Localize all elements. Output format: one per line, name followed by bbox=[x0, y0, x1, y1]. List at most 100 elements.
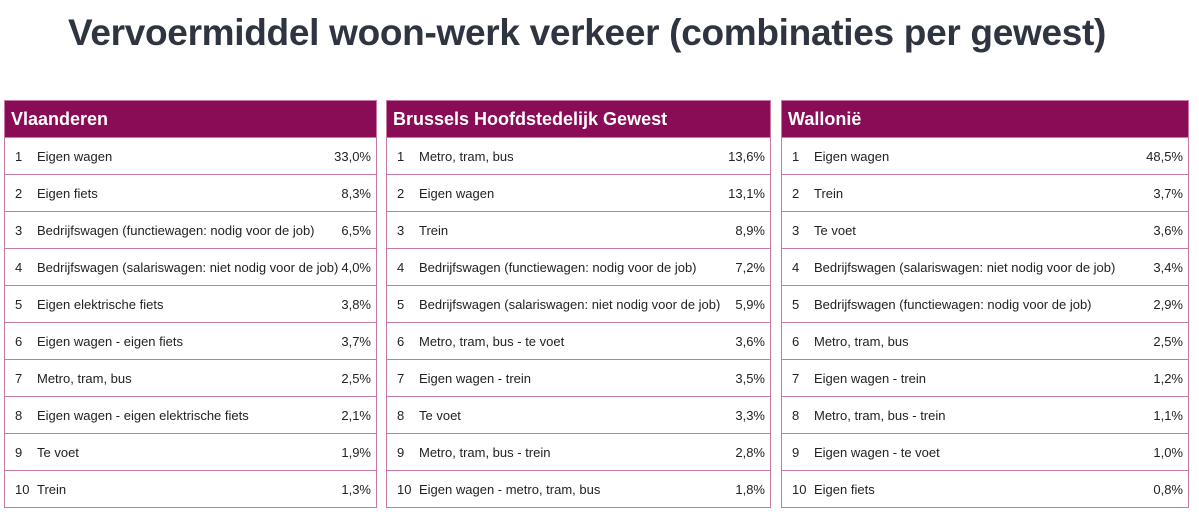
transport-mode: Eigen fiets bbox=[814, 481, 875, 497]
transport-mode: Metro, tram, bus - trein bbox=[814, 407, 946, 423]
rank: 2 bbox=[397, 185, 405, 201]
table-header: Brussels Hoofdstedelijk Gewest bbox=[387, 101, 770, 137]
rank: 7 bbox=[15, 370, 23, 386]
table-vlaanderen: Vlaanderen 1 Eigen wagen 33,0% 2 Eigen f… bbox=[4, 100, 377, 508]
rank: 3 bbox=[792, 222, 800, 238]
transport-mode: Eigen elektrische fiets bbox=[37, 296, 164, 312]
transport-mode: Te voet bbox=[37, 444, 79, 460]
rank: 2 bbox=[15, 185, 23, 201]
rank: 8 bbox=[397, 407, 405, 423]
table-row: 8 Eigen wagen - eigen elektrische fiets … bbox=[5, 396, 376, 433]
transport-mode: Metro, tram, bus - trein bbox=[419, 444, 551, 460]
table-row: 2 Eigen wagen 13,1% bbox=[387, 174, 770, 211]
transport-mode: Eigen wagen - trein bbox=[814, 370, 927, 386]
percentage: 2,5% bbox=[1153, 333, 1183, 349]
table-row: 3 Bedrijfswagen (functiewagen: nodig voo… bbox=[5, 211, 376, 248]
transport-mode: Bedrijfswagen (functiewagen: nodig voor … bbox=[419, 259, 697, 275]
transport-mode: Eigen wagen - eigen fiets bbox=[37, 333, 183, 349]
percentage: 33,0% bbox=[334, 148, 371, 164]
rank: 1 bbox=[397, 148, 405, 164]
transport-mode: Bedrijfswagen (salariswagen: niet nodig … bbox=[419, 296, 721, 312]
rank: 5 bbox=[792, 296, 800, 312]
table-row: 7 Metro, tram, bus 2,5% bbox=[5, 359, 376, 396]
table-header: Wallonië bbox=[782, 101, 1188, 137]
transport-mode: Metro, tram, bus - te voet bbox=[419, 333, 565, 349]
percentage: 1,3% bbox=[341, 481, 371, 497]
percentage: 3,4% bbox=[1153, 259, 1183, 275]
table-row: 5 Bedrijfswagen (functiewagen: nodig voo… bbox=[782, 285, 1188, 322]
percentage: 5,9% bbox=[735, 296, 765, 312]
table-row: 1 Metro, tram, bus 13,6% bbox=[387, 137, 770, 174]
table-header: Vlaanderen bbox=[5, 101, 376, 137]
table-row: 1 Eigen wagen 48,5% bbox=[782, 137, 1188, 174]
rank: 8 bbox=[792, 407, 800, 423]
rank: 9 bbox=[397, 444, 405, 460]
table-brussel: Brussels Hoofdstedelijk Gewest 1 Metro, … bbox=[386, 100, 771, 508]
percentage: 3,6% bbox=[735, 333, 765, 349]
rank: 10 bbox=[397, 481, 412, 497]
rank: 2 bbox=[792, 185, 800, 201]
rank: 6 bbox=[15, 333, 23, 349]
percentage: 13,1% bbox=[728, 185, 765, 201]
percentage: 3,5% bbox=[735, 370, 765, 386]
transport-mode: Bedrijfswagen (salariswagen: niet nodig … bbox=[814, 259, 1116, 275]
percentage: 4,0% bbox=[341, 259, 371, 275]
table-wallonie: Wallonië 1 Eigen wagen 48,5% 2 Trein 3,7… bbox=[781, 100, 1189, 508]
table-row: 6 Metro, tram, bus 2,5% bbox=[782, 322, 1188, 359]
percentage: 8,3% bbox=[341, 185, 371, 201]
percentage: 48,5% bbox=[1146, 148, 1183, 164]
rank: 1 bbox=[792, 148, 800, 164]
transport-mode: Eigen wagen bbox=[37, 148, 113, 164]
transport-mode: Bedrijfswagen (salariswagen: niet nodig … bbox=[37, 259, 339, 275]
percentage: 1,0% bbox=[1153, 444, 1183, 460]
percentage: 2,9% bbox=[1153, 296, 1183, 312]
percentage: 2,1% bbox=[341, 407, 371, 423]
percentage: 3,7% bbox=[341, 333, 371, 349]
percentage: 3,3% bbox=[735, 407, 765, 423]
rank: 6 bbox=[792, 333, 800, 349]
percentage: 1,2% bbox=[1153, 370, 1183, 386]
table-row: 2 Eigen fiets 8,3% bbox=[5, 174, 376, 211]
rank: 3 bbox=[397, 222, 405, 238]
rank: 6 bbox=[397, 333, 405, 349]
transport-mode: Eigen wagen - metro, tram, bus bbox=[419, 481, 601, 497]
percentage: 2,5% bbox=[341, 370, 371, 386]
table-row: 6 Metro, tram, bus - te voet 3,6% bbox=[387, 322, 770, 359]
transport-mode: Te voet bbox=[814, 222, 856, 238]
table-row: 9 Metro, tram, bus - trein 2,8% bbox=[387, 433, 770, 470]
rank: 9 bbox=[792, 444, 800, 460]
table-row: 7 Eigen wagen - trein 3,5% bbox=[387, 359, 770, 396]
table-row: 9 Eigen wagen - te voet 1,0% bbox=[782, 433, 1188, 470]
transport-mode: Metro, tram, bus bbox=[37, 370, 132, 386]
transport-mode: Eigen wagen - te voet bbox=[814, 444, 940, 460]
table-row: 5 Eigen elektrische fiets 3,8% bbox=[5, 285, 376, 322]
rank: 10 bbox=[792, 481, 807, 497]
transport-mode: Metro, tram, bus bbox=[814, 333, 909, 349]
rank: 9 bbox=[15, 444, 23, 460]
rank: 7 bbox=[792, 370, 800, 386]
percentage: 7,2% bbox=[735, 259, 765, 275]
percentage: 0,8% bbox=[1153, 481, 1183, 497]
percentage: 1,9% bbox=[341, 444, 371, 460]
transport-mode: Eigen wagen - eigen elektrische fiets bbox=[37, 407, 249, 423]
rank: 5 bbox=[15, 296, 23, 312]
percentage: 6,5% bbox=[341, 222, 371, 238]
rank: 1 bbox=[15, 148, 23, 164]
table-row: 5 Bedrijfswagen (salariswagen: niet nodi… bbox=[387, 285, 770, 322]
transport-mode: Bedrijfswagen (functiewagen: nodig voor … bbox=[814, 296, 1092, 312]
rank: 10 bbox=[15, 481, 30, 497]
transport-mode: Metro, tram, bus bbox=[419, 148, 514, 164]
percentage: 3,8% bbox=[341, 296, 371, 312]
percentage: 3,7% bbox=[1153, 185, 1183, 201]
percentage: 3,6% bbox=[1153, 222, 1183, 238]
rank: 5 bbox=[397, 296, 405, 312]
table-row: 10 Trein 1,3% bbox=[5, 470, 376, 507]
percentage: 1,1% bbox=[1153, 407, 1183, 423]
transport-mode: Eigen wagen - trein bbox=[419, 370, 532, 386]
rank: 4 bbox=[397, 259, 405, 275]
transport-mode: Eigen wagen bbox=[814, 148, 890, 164]
percentage: 13,6% bbox=[728, 148, 765, 164]
table-row: 4 Bedrijfswagen (salariswagen: niet nodi… bbox=[782, 248, 1188, 285]
rank: 3 bbox=[15, 222, 23, 238]
table-row: 2 Trein 3,7% bbox=[782, 174, 1188, 211]
